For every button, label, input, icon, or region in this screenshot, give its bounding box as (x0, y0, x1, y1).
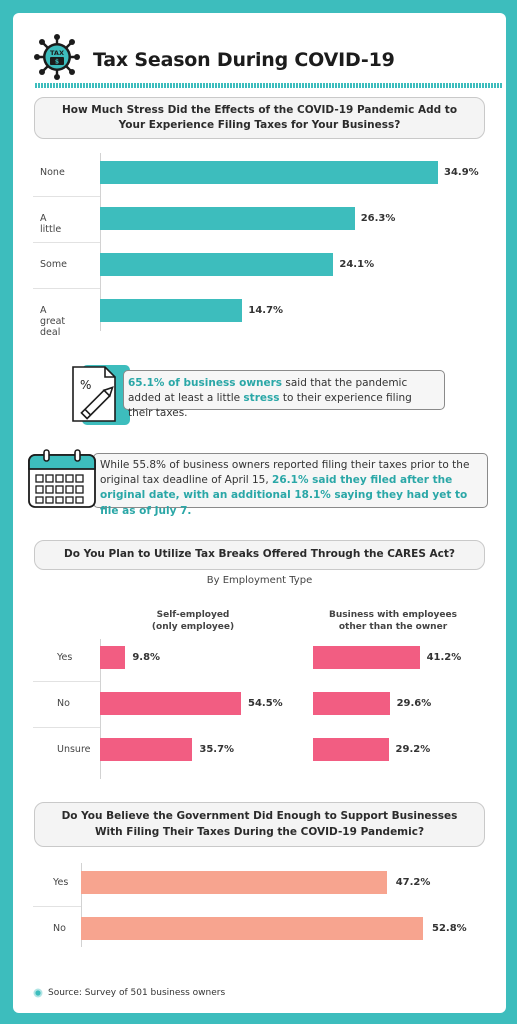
self-employed-value-label: 9.8% (132, 652, 161, 663)
cares-question-title: Do You Plan to Utilize Tax Breaks Offere… (63, 548, 455, 561)
cares-row-divider (33, 727, 100, 728)
cares-question-box: Do You Plan to Utilize Tax Breaks Offere… (34, 540, 485, 570)
self-employed-bar (100, 692, 241, 715)
business-employees-bar (313, 692, 390, 715)
business-employees-value-label: 29.6% (396, 698, 432, 709)
percent-document-pencil-icon: % (72, 366, 116, 422)
stress-category-label: Some (40, 259, 67, 270)
business-employees-value-label: 29.2% (395, 744, 431, 755)
source-note: Source: Survey of 501 business owners (48, 988, 226, 998)
svg-text:%: % (80, 378, 91, 392)
deadline-callout: While 55.8% of business owners reported … (93, 453, 488, 517)
stress-category-label: None (40, 167, 65, 178)
stress-value-label: 34.9% (444, 167, 479, 178)
self-employed-header: Self-employed (only employee) (151, 610, 235, 633)
stress-callout-text-1: said that the pandemic added at least a … (128, 377, 408, 405)
self-employed-bar (100, 738, 193, 761)
business-employees-bar (313, 738, 389, 761)
cares-category-label: Unsure (57, 744, 91, 755)
stress-value-label: 26.3% (360, 213, 396, 224)
cares-row-divider (33, 681, 100, 682)
business-employees-bar (313, 646, 420, 669)
cares-subtitle: By Employment Type (206, 575, 313, 586)
stress-value-label: 24.1% (339, 259, 375, 270)
stress-bar (100, 253, 334, 276)
government-value-label: 52.8% (432, 923, 467, 934)
stress-row-divider (33, 288, 100, 289)
cares-category-label: Yes (57, 652, 73, 663)
tax-virus-icon: $ TAX (34, 34, 80, 80)
stress-row-divider (33, 242, 100, 243)
stress-callout-highlight-2: stress (243, 392, 280, 405)
self-employed-value-label: 54.5% (248, 698, 283, 709)
stress-category-label: A little (40, 213, 62, 235)
infographic-card: $ TAX Tax Season During COVID-19 How Muc… (13, 13, 506, 1013)
government-question-title: Do You Believe the Government Did Enough… (61, 810, 458, 838)
stress-bar (100, 299, 243, 322)
deadline-callout-text: While 55.8% of business owners reported … (100, 459, 470, 487)
government-category-label: Yes (53, 877, 69, 888)
government-question-box: Do You Believe the Government Did Enough… (34, 802, 485, 847)
business-employees-value-label: 41.2% (426, 652, 462, 663)
deadline-callout-highlight: 26.1% said they filed after the original… (100, 474, 468, 517)
government-bar (81, 871, 387, 894)
stress-bar (100, 161, 438, 184)
svg-text:$: $ (55, 59, 59, 66)
government-bar (81, 917, 423, 940)
self-employed-value-label: 35.7% (199, 744, 235, 755)
government-axis-line (81, 863, 82, 947)
government-row-divider (33, 906, 81, 907)
stress-question-title: How Much Stress Did the Effects of the C… (61, 103, 458, 131)
stress-question-box: How Much Stress Did the Effects of the C… (34, 97, 485, 139)
government-value-label: 47.2% (395, 877, 431, 888)
bullet-dot-icon (33, 988, 43, 998)
calendar-icon (28, 449, 96, 508)
page-title: Tax Season During COVID-19 (93, 49, 395, 71)
stress-category-label: A great deal (40, 305, 66, 338)
stress-bar (100, 207, 355, 230)
government-category-label: No (53, 923, 66, 934)
business-employees-header: Business with employees other than the o… (329, 610, 457, 633)
stress-row-divider (33, 196, 100, 197)
stress-axis-line (100, 153, 101, 331)
logo-text: TAX (50, 49, 64, 57)
stress-callout-text-2: to their experience filing their taxes. (128, 392, 412, 420)
self-employed-bar (100, 646, 126, 669)
stress-value-label: 14.7% (248, 305, 284, 316)
stress-callout-highlight-1: 65.1% of business owners (128, 377, 283, 389)
stress-callout: 65.1% of business owners said that the p… (123, 370, 445, 419)
cares-category-label: No (57, 698, 70, 709)
title-divider (35, 83, 503, 88)
